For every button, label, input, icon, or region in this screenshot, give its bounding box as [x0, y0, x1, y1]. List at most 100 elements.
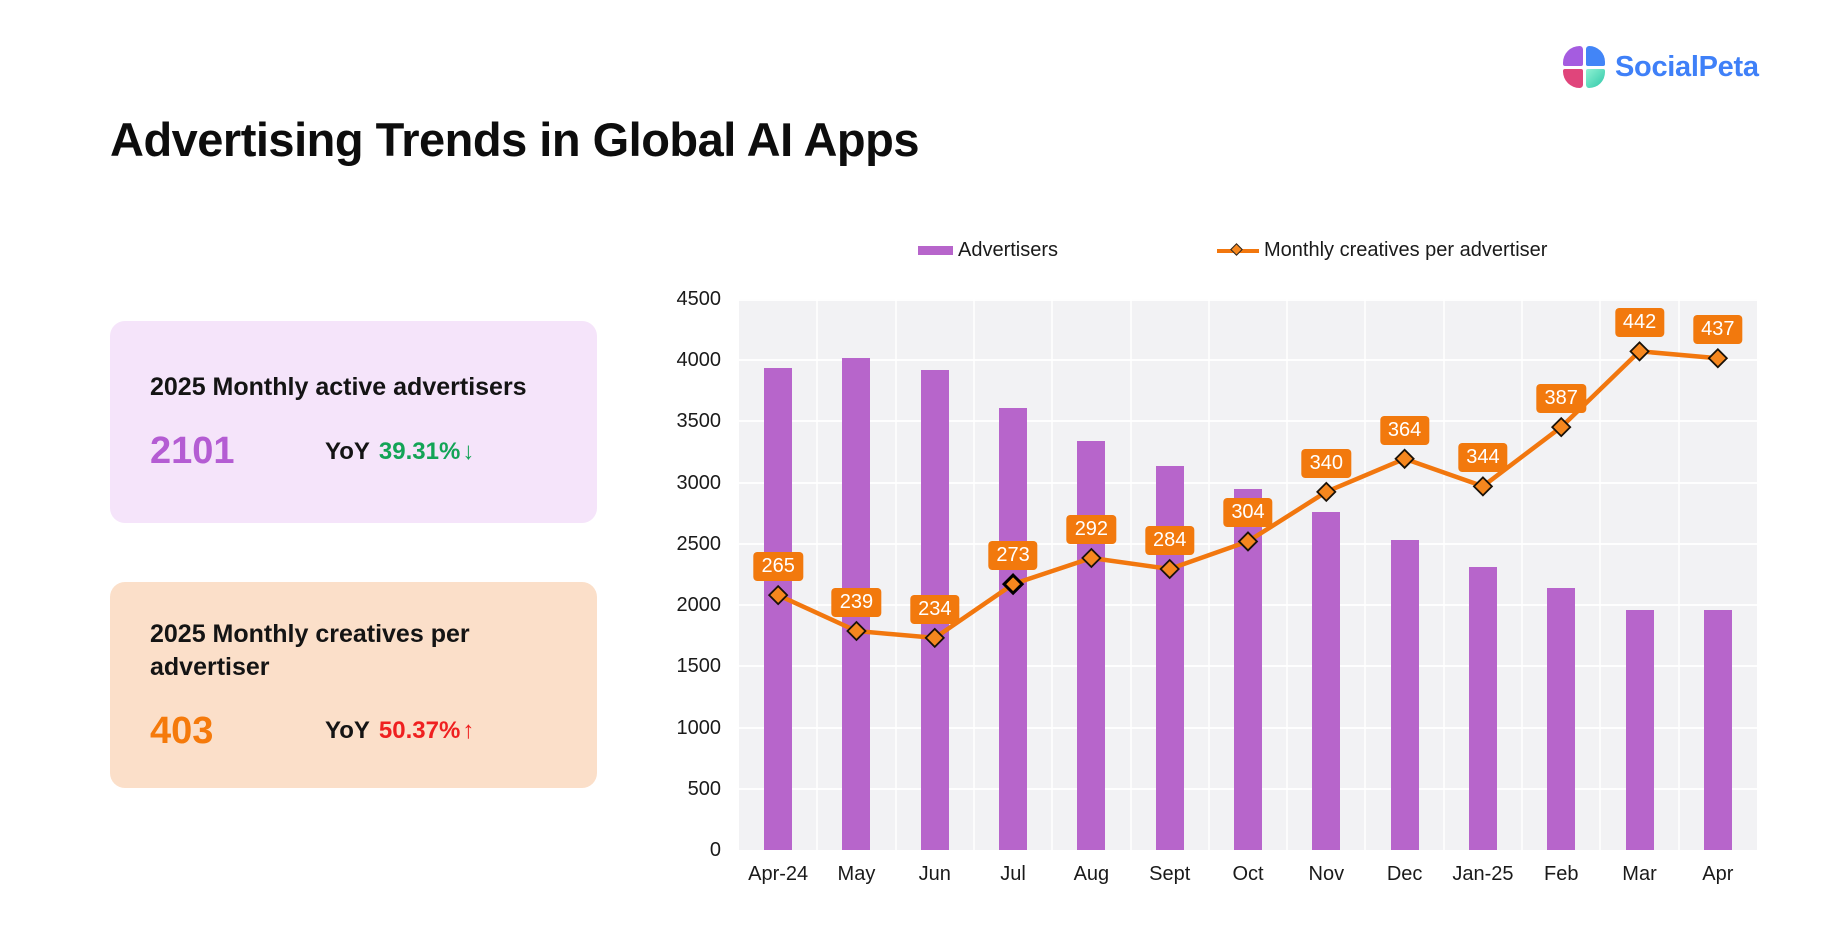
v-gridline — [1442, 299, 1445, 850]
y-axis-tick-label: 3500 — [676, 410, 722, 433]
data-label-Jul: 273 — [988, 541, 1038, 571]
y-axis-tick-label: 4000 — [676, 349, 722, 372]
x-axis-label-Sept: Sept — [1149, 863, 1191, 885]
yoy-label: YoY — [325, 717, 370, 744]
card-title: 2025 Monthly active advertisers — [150, 373, 527, 401]
x-axis-label-Apr-24: Apr-24 — [748, 863, 809, 885]
yoy-label: YoY — [325, 437, 370, 465]
v-gridline — [1207, 299, 1210, 850]
v-gridline — [972, 299, 975, 850]
logo-quadrant-top-right — [1585, 46, 1605, 66]
page-title: Advertising Trends in Global AI Apps — [110, 113, 919, 166]
x-axis-label-Dec: Dec — [1386, 863, 1423, 885]
card-title: 2025 Monthly creatives per advertiser — [150, 619, 470, 681]
yoy-stat: YoY 39.31%↓ — [325, 438, 474, 466]
legend-item-advertisers: Advertisers — [918, 238, 1058, 262]
data-label-Feb: 387 — [1536, 384, 1586, 414]
yoy-value: 39.31% — [378, 437, 461, 465]
y-axis-tick-label: 3000 — [676, 471, 722, 494]
up-arrow-icon: ↑ — [462, 717, 475, 744]
card-stat-row: 403 YoY 50.37%↑ — [150, 710, 581, 753]
data-label-May: 239 — [831, 587, 882, 617]
x-axis-label-Nov: Nov — [1308, 863, 1345, 885]
diamond-marker-Sept — [1159, 558, 1180, 580]
diamond-marker-Mar — [1629, 341, 1650, 362]
yoy-value: 50.37% — [378, 717, 461, 744]
data-label-Oct: 304 — [1223, 498, 1273, 528]
diamond-marker-Dec — [1394, 448, 1415, 470]
line-series-swatch — [1217, 242, 1259, 257]
v-gridline — [1286, 299, 1289, 850]
x-axis-label-May: May — [837, 863, 876, 885]
data-label-Nov: 340 — [1301, 448, 1351, 478]
socialpeta-logo-icon — [1563, 46, 1605, 88]
diamond-marker-Feb — [1550, 416, 1572, 438]
y-axis-tick-label: 500 — [687, 777, 721, 800]
diamond-marker-Oct — [1237, 531, 1259, 552]
v-gridline — [894, 299, 897, 850]
creatives-line-series — [767, 341, 1729, 649]
legend-item-creatives: Monthly creatives per advertiser — [1217, 238, 1547, 262]
x-axis-label-Jun: Jun — [918, 863, 951, 885]
bar-Apr-24 — [764, 367, 793, 850]
h-gridline — [739, 299, 1757, 301]
yoy-stat: YoY 50.37%↑ — [325, 717, 474, 745]
socialpeta-logo-text: SocialPeta — [1615, 50, 1759, 83]
diamond-marker-Jan-25 — [1472, 476, 1494, 497]
diamond-marker-Jul — [1001, 573, 1025, 596]
v-gridline — [1599, 299, 1602, 850]
diamond-marker-Aug — [1081, 547, 1102, 569]
down-arrow-icon: ↓ — [462, 437, 475, 465]
x-axis-label-Jul: Jul — [1000, 863, 1026, 885]
diamond-marker-Apr-24 — [767, 584, 789, 606]
data-label-Sept: 284 — [1145, 525, 1195, 555]
bar-Nov — [1312, 512, 1341, 850]
v-gridline — [1677, 299, 1680, 850]
diamond-marker-Nov — [1316, 481, 1337, 503]
v-gridline — [1364, 299, 1367, 850]
y-axis-tick-label: 0 — [709, 839, 721, 861]
bar-Apr — [1703, 610, 1732, 850]
x-axis-label-Feb: Feb — [1543, 863, 1579, 885]
v-gridline — [1521, 299, 1524, 850]
y-axis-tick-label: 1000 — [676, 716, 722, 739]
bar-Dec — [1390, 540, 1419, 850]
data-label-Jan-25: 344 — [1458, 443, 1508, 473]
diamond-marker-Apr — [1707, 347, 1729, 369]
bar-Jan-25 — [1468, 567, 1497, 850]
data-label-Aug: 292 — [1066, 514, 1117, 544]
stat-card-active-advertisers: 2025 Monthly active advertisers 2101 YoY… — [110, 321, 597, 523]
bar-Jul — [999, 407, 1028, 850]
y-axis-tick-label: 2000 — [676, 594, 722, 617]
x-axis-label-Mar: Mar — [1622, 863, 1657, 885]
logo-quadrant-bottom-right — [1585, 68, 1605, 88]
socialpeta-logo: SocialPeta — [1563, 46, 1759, 88]
x-axis-label-Jan-25: Jan-25 — [1452, 863, 1514, 885]
bar-series-swatch — [918, 245, 953, 255]
v-gridline — [816, 299, 819, 850]
stat-card-creatives-per-advertiser: 2025 Monthly creatives per advertiser 40… — [110, 582, 597, 788]
h-gridline — [739, 420, 1757, 423]
bar-Mar — [1625, 610, 1654, 850]
y-axis-tick-label: 4500 — [676, 288, 722, 310]
y-axis-tick-label: 1500 — [676, 655, 722, 678]
diamond-marker-icon — [1230, 242, 1243, 256]
data-label-Apr: 437 — [1693, 315, 1743, 345]
x-axis-label-Oct: Oct — [1232, 863, 1264, 885]
card-stat-row: 2101 YoY 39.31%↓ — [150, 430, 581, 473]
legend-label: Monthly creatives per advertiser — [1264, 238, 1548, 261]
x-axis-label-Apr: Apr — [1702, 863, 1734, 885]
v-gridline — [1129, 299, 1132, 850]
data-label-Jun: 234 — [910, 594, 960, 624]
card-value: 2101 — [150, 430, 235, 472]
bar-Feb — [1547, 587, 1576, 850]
data-label-Dec: 364 — [1379, 415, 1430, 445]
y-axis-tick-label: 2500 — [676, 532, 722, 555]
h-gridline — [739, 481, 1757, 484]
card-value: 403 — [150, 709, 214, 752]
logo-quadrant-bottom-left — [1563, 68, 1583, 88]
diamond-marker-May — [846, 620, 867, 642]
diamond-marker-Jun — [924, 627, 946, 649]
